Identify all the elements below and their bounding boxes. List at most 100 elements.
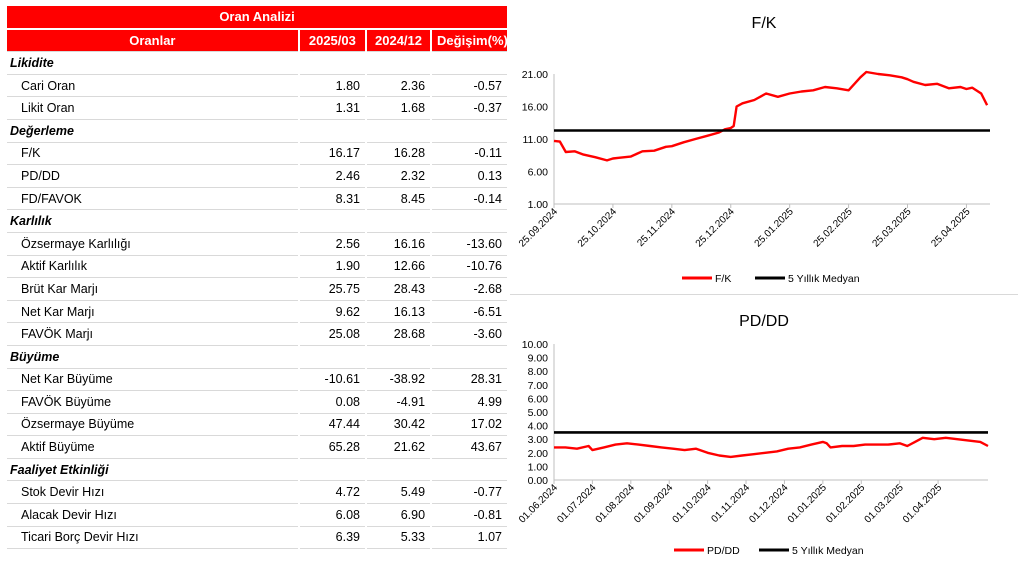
row-label: Net Kar Büyüme [7,368,299,392]
row-label: Özsermaye Karlılığı [7,232,299,256]
value-2024-12: 16.13 [364,300,432,324]
value-change: -6.51 [430,300,507,324]
value-2025-03: -10.61 [297,368,366,392]
value-change: -0.14 [430,187,507,211]
value-change: 43.67 [430,435,507,459]
value-change: -0.11 [430,142,507,166]
y-tick-label: 1.00 [528,199,549,211]
header-2025-03: 2025/03 [297,28,366,53]
x-tick-label: 01.07.2024 [555,482,598,525]
value-2025-03: 0.08 [297,390,366,414]
row-label: Aktif Büyüme [7,435,299,459]
value-change: -0.57 [430,74,507,98]
section-row: Değerleme [7,119,507,143]
table-row: Brüt Kar Marjı 25.75 28.43 -2.68 [7,277,507,301]
row-label: Aktif Karlılık [7,255,299,279]
value-change: -0.37 [430,96,507,120]
value-2024-12: 28.68 [364,322,432,346]
table-row: PD/DD 2.46 2.32 0.13 [7,164,507,188]
header-2024-12: 2024/12 [364,28,432,53]
value-change: 28.31 [430,368,507,392]
y-tick-label: 5.00 [528,407,549,419]
value-2024-12: 6.90 [364,503,432,527]
y-tick-label: 3.00 [528,434,549,446]
value-2024-12: 16.28 [364,142,432,166]
table-row: FAVÖK Büyüme 0.08 -4.91 4.99 [7,390,507,414]
x-tick-label: 25.12.2024 [694,206,737,249]
value-2025-03: 6.39 [297,526,366,550]
table-row: Likit Oran 1.31 1.68 -0.37 [7,96,507,120]
table-row: F/K 16.17 16.28 -0.11 [7,142,507,166]
value-2024-12: 2.32 [364,164,432,188]
y-tick-label: 11.00 [523,134,549,146]
table-row: Stok Devir Hızı 4.72 5.49 -0.77 [7,480,507,505]
y-tick-label: 9.00 [528,353,549,365]
x-tick-label: 01.11.2024 [710,482,753,525]
table-row: FD/FAVOK 8.31 8.45 -0.14 [7,187,507,211]
header-oranlar: Oranlar [7,28,299,53]
legend-label: F/K [715,273,731,285]
value-2025-03: 8.31 [297,187,366,211]
x-tick-label: 01.03.2025 [863,482,906,525]
value-2024-12: -4.91 [364,390,432,414]
series-line-pddd [554,436,989,459]
section-row: Likidite [7,51,507,75]
value-change: 0.13 [430,164,507,188]
series-line-fk [553,70,989,162]
table-row: Net Kar Marjı 9.62 16.13 -6.51 [7,300,507,324]
chart-title: F/K [752,15,777,32]
value-2025-03: 65.28 [297,435,366,459]
section-row: Faaliyet Etkinliği [7,458,507,482]
section-title: Likidite [7,51,507,75]
value-2025-03: 1.90 [297,255,366,279]
value-change: 17.02 [430,413,507,437]
y-tick-label: 2.00 [528,448,549,460]
value-change: 4.99 [430,390,507,414]
x-tick-label: 25.01.2025 [753,206,796,249]
x-tick-label: 25.11.2024 [635,206,678,249]
row-label: Alacak Devir Hızı [7,503,299,527]
value-change: -2.68 [430,277,507,301]
x-tick-label: 01.02.2025 [824,482,867,525]
table-row: Özsermaye Büyüme 47.44 30.42 17.02 [7,413,507,437]
table-title-row: Oran Analizi [7,6,507,30]
section-row: Karlılık [7,209,507,233]
value-2025-03: 1.31 [297,96,366,120]
x-tick-label: 25.09.2024 [517,206,560,249]
x-tick-label: 01.06.2024 [517,482,560,525]
value-2024-12: 1.68 [364,96,432,120]
row-label: Cari Oran [7,74,299,98]
value-2024-12: 30.42 [364,413,432,437]
x-tick-label: 25.04.2025 [929,206,972,249]
value-2024-12: -38.92 [364,368,432,392]
x-tick-label: 25.10.2024 [576,206,619,249]
value-change: -10.76 [430,255,507,279]
table-row: Cari Oran 1.80 2.36 -0.57 [7,74,507,98]
table-title: Oran Analizi [7,6,507,30]
y-tick-label: 6.00 [528,393,549,405]
x-tick-label: 25.02.2025 [812,206,855,249]
value-change: 1.07 [430,526,507,550]
row-label: Stok Devir Hızı [7,480,299,505]
value-2025-03: 2.46 [297,164,366,188]
x-tick-label: 01.12.2024 [747,482,790,525]
legend-label: PD/DD [707,545,740,557]
y-tick-label: 4.00 [528,421,549,433]
row-label: Brüt Kar Marjı [7,277,299,301]
value-change: -0.81 [430,503,507,527]
y-tick-label: 8.00 [528,366,549,378]
ratio-analysis-table: Oran Analizi Oranlar 2025/03 2024/12 Değ… [7,6,507,550]
value-2025-03: 16.17 [297,142,366,166]
section-title: Büyüme [7,345,507,369]
y-tick-label: 7.00 [528,380,549,392]
y-tick-label: 10.00 [522,339,548,351]
value-2024-12: 12.66 [364,255,432,279]
table-row: Net Kar Büyüme -10.61 -38.92 28.31 [7,368,507,392]
table-row: FAVÖK Marjı 25.08 28.68 -3.60 [7,322,507,346]
y-tick-label: 1.00 [528,461,549,473]
x-tick-label: 01.09.2024 [632,482,675,525]
row-label: F/K [7,142,299,166]
value-2025-03: 2.56 [297,232,366,256]
value-2025-03: 9.62 [297,300,366,324]
row-label: FAVÖK Marjı [7,322,299,346]
